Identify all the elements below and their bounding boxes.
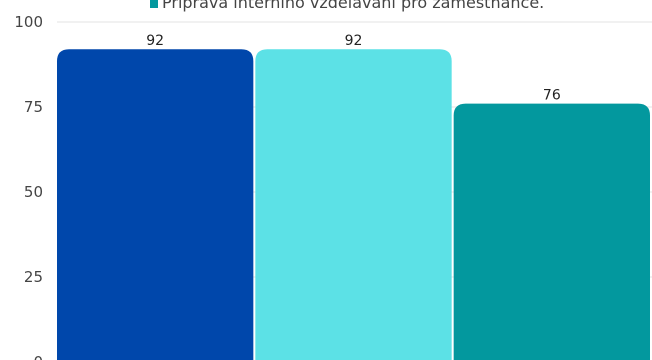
y-axis: 0 25 50 75 100 — [14, 13, 43, 360]
bars — [57, 49, 650, 360]
legend-label: Příprava interního vzdělávání pro zaměst… — [162, 0, 544, 12]
data-labels: 92 92 76 — [146, 33, 561, 103]
y-tick-label: 25 — [24, 268, 43, 286]
bar — [57, 49, 254, 360]
bar — [255, 49, 452, 360]
data-label: 76 — [543, 88, 561, 104]
legend: Příprava interního vzdělávání pro zaměst… — [150, 0, 544, 12]
legend-swatch — [150, 0, 158, 8]
y-tick-label: 0 — [33, 353, 43, 360]
y-tick-label: 50 — [24, 183, 43, 201]
y-tick-label: 100 — [14, 13, 43, 31]
y-tick-label: 75 — [24, 98, 43, 116]
data-label: 92 — [345, 33, 363, 49]
bar — [453, 103, 650, 360]
data-label: 92 — [146, 33, 164, 49]
